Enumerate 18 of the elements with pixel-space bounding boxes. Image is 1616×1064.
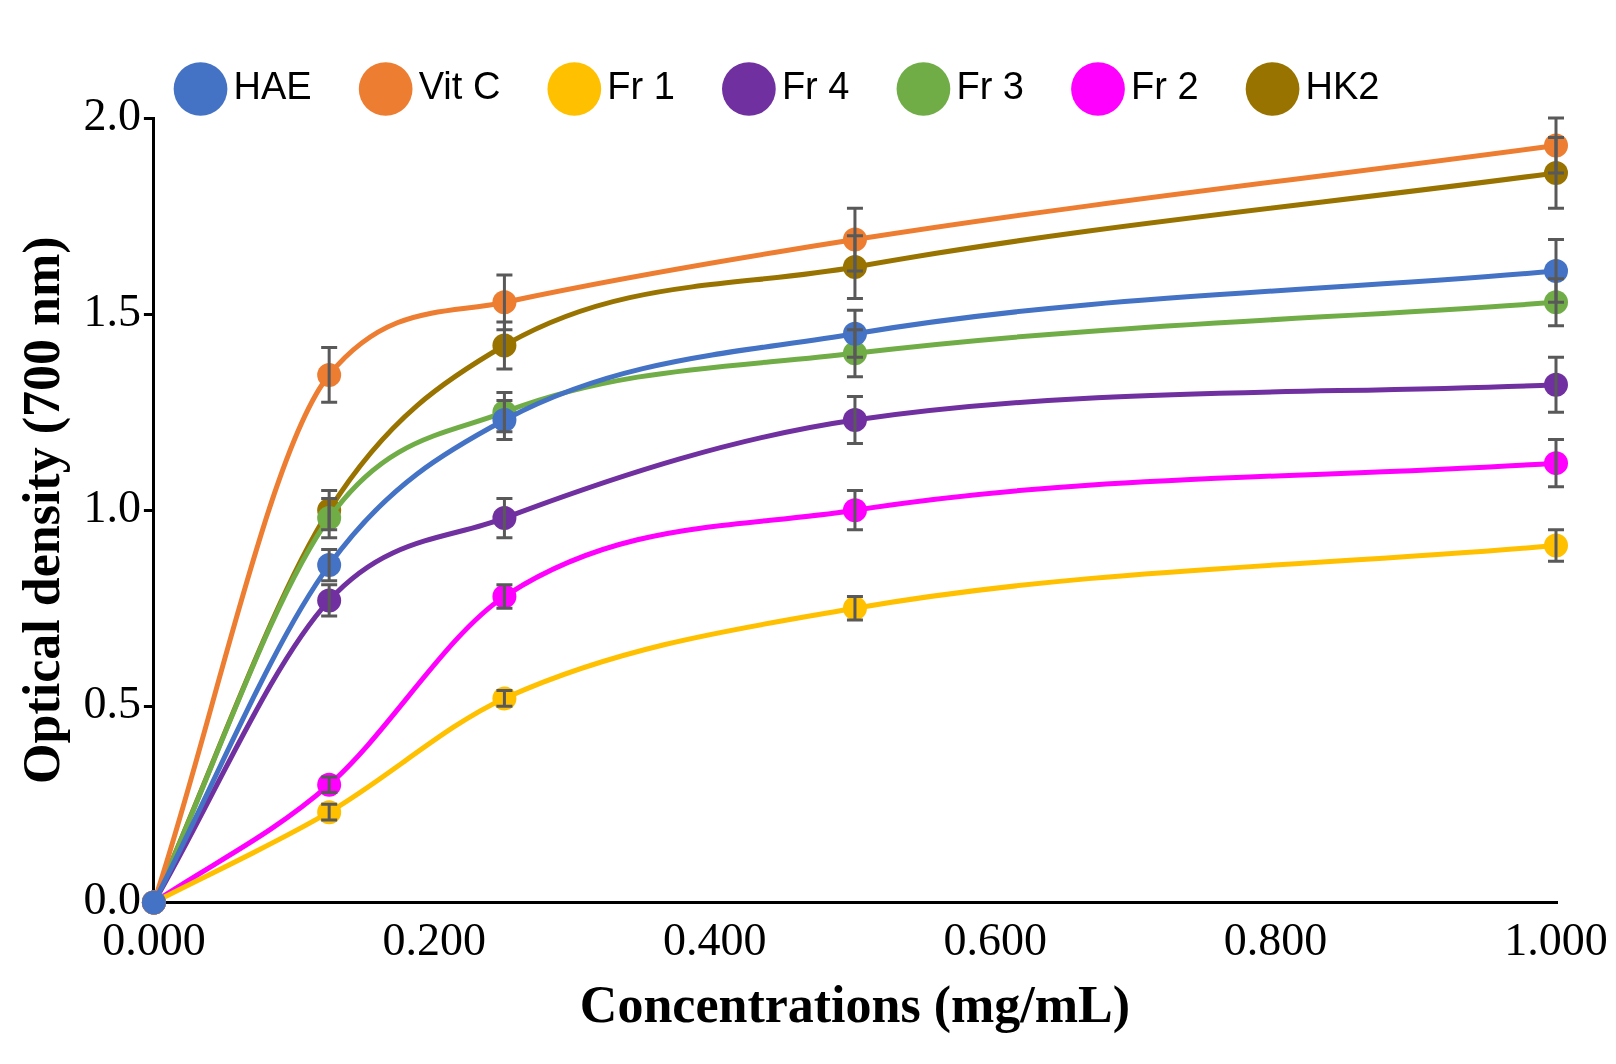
legend-label: Vit C — [418, 65, 501, 108]
legend-label: Fr 2 — [1130, 65, 1199, 108]
x-tick-label: 0.800 — [1223, 914, 1328, 966]
y-axis-title: Optical density (700 nm) — [12, 236, 71, 784]
x-tick-label: 0.200 — [382, 914, 487, 966]
y-tick-label: 1.5 — [83, 285, 141, 337]
legend-label: Fr 4 — [781, 65, 850, 108]
legend-label: HAE — [233, 65, 312, 108]
legend-label: Fr 3 — [956, 65, 1024, 108]
legend-label: HK2 — [1305, 65, 1380, 108]
legend-label: Fr 1 — [607, 65, 675, 108]
y-tick-label: 1.0 — [83, 481, 141, 533]
y-tick-label: 0.5 — [83, 677, 141, 729]
x-tick-label: 0.400 — [662, 914, 767, 966]
y-tick-label: 2.0 — [83, 89, 141, 141]
x-tick-label: 1.000 — [1504, 914, 1608, 966]
x-axis-title: Concentrations (mg/mL) — [579, 976, 1131, 1035]
x-tick-label: 0.600 — [943, 914, 1047, 966]
